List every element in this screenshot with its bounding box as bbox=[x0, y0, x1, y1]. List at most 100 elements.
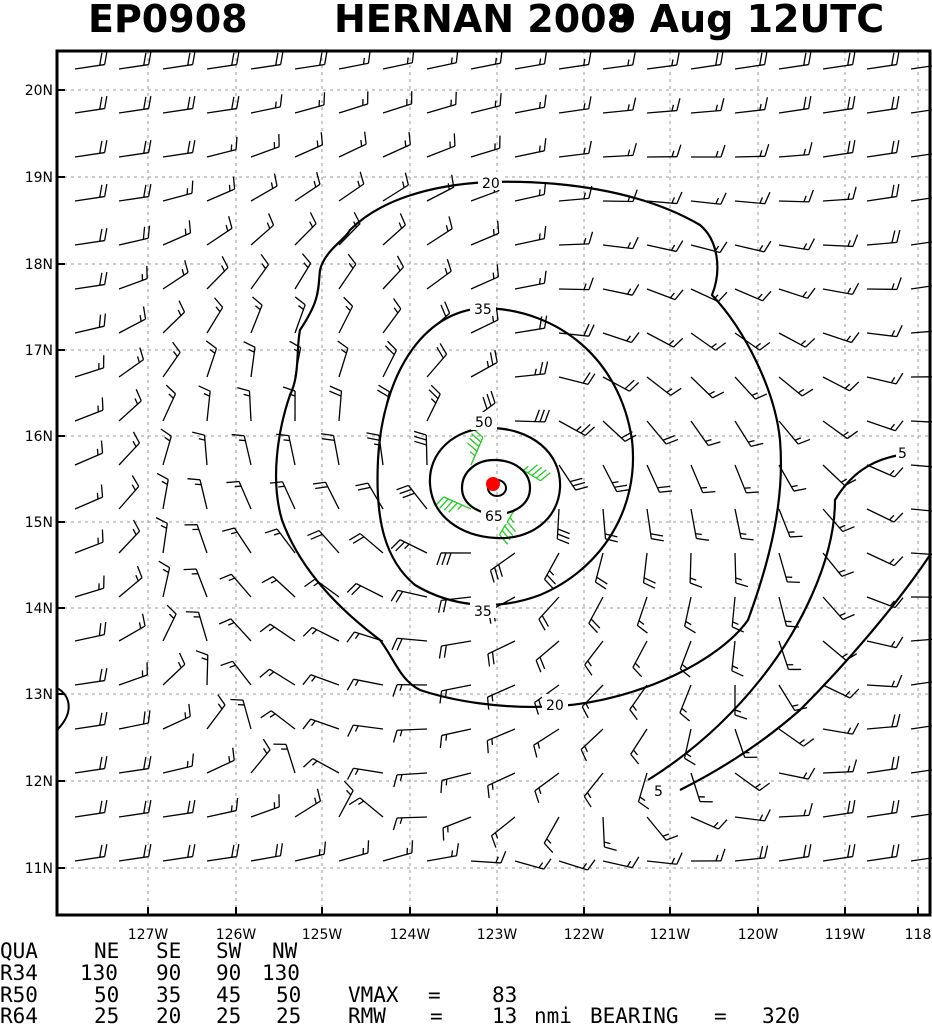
lon-tick-label: 120W bbox=[738, 927, 779, 943]
contour-label-35-bottom: 35 bbox=[474, 604, 492, 620]
bearing-value: 320 bbox=[762, 1004, 800, 1025]
barb-half-feather bbox=[695, 534, 701, 535]
barb-half-feather bbox=[407, 57, 408, 63]
lon-tick-label: 123W bbox=[477, 927, 518, 943]
bearing-eq: = bbox=[714, 1004, 727, 1025]
lon-tick-label: 125W bbox=[302, 927, 343, 943]
barb-half-feather bbox=[275, 102, 276, 108]
rmw-label: RMW bbox=[348, 1004, 386, 1025]
barb-half-feather bbox=[97, 493, 98, 499]
barb-half-feather bbox=[195, 484, 201, 485]
lat-tick-label: 15N bbox=[25, 515, 53, 531]
barb-half-feather bbox=[740, 533, 746, 534]
barb-half-feather bbox=[540, 278, 541, 284]
barb-half-feather bbox=[701, 488, 707, 489]
barb-half-feather bbox=[539, 146, 540, 152]
barb-half-feather bbox=[185, 712, 186, 718]
barb-half-feather bbox=[278, 486, 284, 487]
table-row-label-r64: R64 bbox=[0, 1004, 38, 1025]
barb-feather bbox=[412, 840, 413, 853]
rmw-unit: nmi bbox=[534, 1004, 572, 1025]
lat-tick-label: 17N bbox=[25, 343, 53, 359]
rmw-eq: = bbox=[430, 1004, 443, 1025]
table-header-sw: SW bbox=[216, 939, 242, 963]
barb-half-feather bbox=[496, 58, 497, 64]
barb-half-feather bbox=[446, 690, 447, 696]
barb-half-feather bbox=[97, 449, 98, 455]
lon-tick-label: 122W bbox=[564, 927, 605, 943]
barb-half-feather bbox=[364, 58, 365, 64]
barb-half-feather bbox=[231, 805, 232, 811]
lat-tick-label: 19N bbox=[25, 170, 53, 186]
barb-half-feather bbox=[493, 273, 494, 279]
barb-half-feather bbox=[405, 140, 406, 146]
lat-tick-label: 16N bbox=[25, 429, 53, 445]
r34-se: 90 bbox=[156, 961, 181, 985]
table-header-ne: NE bbox=[94, 939, 119, 963]
lat-tick-label: 14N bbox=[25, 601, 53, 617]
bearing-label: BEARING bbox=[590, 1004, 679, 1025]
barb-feather bbox=[787, 582, 800, 583]
storm-id: EP0908 bbox=[88, 0, 248, 41]
lon-tick-label: 119W bbox=[825, 927, 866, 943]
r64-sw: 25 bbox=[216, 1004, 241, 1025]
storm-name-year: HERNAN 2008 bbox=[334, 0, 633, 41]
barb-half-feather bbox=[187, 761, 188, 767]
lat-tick-label: 12N bbox=[25, 774, 53, 790]
table-header-se: SE bbox=[156, 939, 181, 963]
storm-center-icon bbox=[486, 477, 500, 491]
r64-se: 20 bbox=[156, 1004, 181, 1025]
r34-ne: 130 bbox=[80, 961, 118, 985]
barb-feather bbox=[236, 137, 237, 150]
contour-label-20-bottom: 20 bbox=[546, 698, 564, 714]
barb-half-feather bbox=[539, 189, 540, 195]
lat-tick-label: 11N bbox=[25, 861, 53, 877]
contour-label-5-east: 5 bbox=[898, 446, 907, 462]
lat-tick-label: 20N bbox=[25, 83, 53, 99]
rmw-value: 13 bbox=[492, 1004, 517, 1025]
lon-tick-label: 124W bbox=[390, 927, 431, 943]
lat-tick-label: 18N bbox=[25, 257, 53, 273]
table-header-qua: QUA bbox=[0, 939, 38, 963]
contour-label-5-south: 5 bbox=[654, 784, 663, 800]
contour-label-35-top: 35 bbox=[474, 302, 492, 318]
barb-half-feather bbox=[451, 57, 452, 63]
barb-half-feather bbox=[540, 102, 541, 108]
barb-half-feather bbox=[452, 850, 453, 856]
barb-half-feather bbox=[239, 440, 245, 441]
barb-half-feather bbox=[317, 141, 318, 147]
barb-feather bbox=[184, 569, 197, 570]
r64-ne: 25 bbox=[94, 1004, 119, 1025]
barb-half-feather bbox=[539, 233, 540, 239]
barb-feather bbox=[230, 699, 243, 700]
r64-nw: 25 bbox=[276, 1004, 301, 1025]
barb-feather bbox=[368, 840, 369, 853]
lon-tick-label: 121W bbox=[650, 927, 691, 943]
contour-label-50: 50 bbox=[475, 415, 493, 431]
barb-feather bbox=[443, 828, 444, 841]
barb-feather bbox=[192, 181, 193, 194]
table-header-nw: NW bbox=[272, 939, 298, 963]
barb-half-feather bbox=[492, 695, 493, 701]
lat-tick-label: 13N bbox=[25, 687, 53, 703]
barb-half-feather bbox=[185, 229, 186, 235]
r34-nw: 130 bbox=[262, 961, 300, 985]
barb-half-feather bbox=[361, 140, 362, 146]
barb-feather bbox=[102, 530, 103, 543]
barb-feather bbox=[746, 492, 759, 493]
contour-label-20-top: 20 bbox=[482, 176, 500, 192]
wind-radii-table: QUA NE SE SW NW R34 130 90 90 130 R50 50… bbox=[0, 939, 800, 1025]
barb-feather bbox=[102, 397, 103, 410]
datetime: 9 Aug 12UTC bbox=[610, 0, 884, 41]
barb-feather bbox=[324, 92, 325, 105]
barb-feather bbox=[790, 536, 803, 537]
barb-half-feather bbox=[229, 185, 230, 191]
barb-half-feather bbox=[283, 440, 289, 441]
r34-sw: 90 bbox=[216, 961, 241, 985]
lon-tick-label: 118 bbox=[905, 927, 932, 943]
contour-label-65: 65 bbox=[485, 509, 503, 525]
barb-half-feather bbox=[235, 486, 241, 487]
barb-half-feather bbox=[229, 756, 230, 762]
